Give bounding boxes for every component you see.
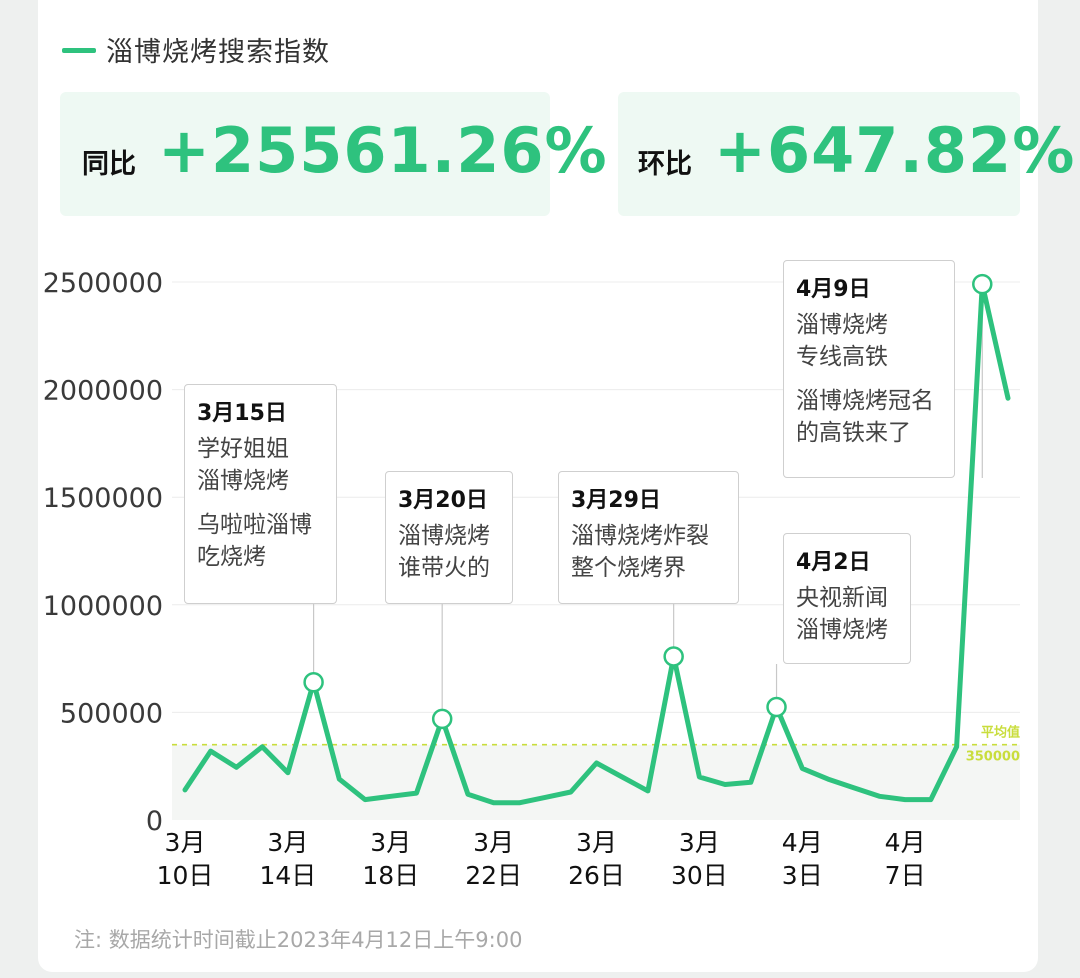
x-tick-label: 26日 <box>568 861 625 890</box>
x-tick-label: 3月 <box>267 828 308 857</box>
x-tick-label: 3月 <box>576 828 617 857</box>
mom-stat-box: 环比 +647.82% <box>618 92 1074 216</box>
callout-text: 淄博烧烤 专线高铁 <box>796 312 888 370</box>
annotation-callout: 4月9日淄博烧烤 专线高铁 淄博烧烤冠名 的高铁来了 <box>783 260 955 478</box>
callout-date: 4月2日 <box>796 550 871 575</box>
x-tick-label: 14日 <box>259 861 316 890</box>
mom-label: 环比 <box>638 149 692 180</box>
callout-text: 淄博烧烤炸裂 整个烧烤界 <box>571 523 709 581</box>
x-tick-label: 7日 <box>885 861 926 890</box>
legend-label: 淄博烧烤搜索指数 <box>106 37 330 68</box>
x-tick-label: 3月 <box>473 828 514 857</box>
yoy-value: +25561.26% <box>158 114 608 187</box>
callout-text: 央视新闻 淄博烧烤 <box>796 585 888 643</box>
data-point-marker <box>972 273 993 295</box>
x-tick-label: 3日 <box>782 861 823 890</box>
annotation-callout: 3月29日淄博烧烤炸裂 整个烧烤界 <box>558 471 739 604</box>
series-line <box>182 281 1011 806</box>
yoy-stat-box: 同比 +25561.26% <box>60 92 607 216</box>
callout-date: 3月15日 <box>197 401 287 426</box>
callout-date: 3月20日 <box>398 488 488 513</box>
annotation-callout: 4月2日央视新闻 淄博烧烤 <box>783 533 911 664</box>
average-label: 平均值 <box>981 725 1020 741</box>
y-tick-label: 0 <box>146 806 163 837</box>
y-tick-label: 500000 <box>60 698 163 729</box>
x-tick-label: 30日 <box>671 861 728 890</box>
x-tick-label: 3月 <box>679 828 720 857</box>
x-tick-label: 3月 <box>370 828 411 857</box>
y-tick-label: 1000000 <box>43 591 163 622</box>
annotation-callout: 3月20日淄博烧烤 谁带火的 <box>385 471 513 604</box>
callout-text: 乌啦啦淄博 吃烧烤 <box>197 512 312 570</box>
data-point-marker <box>766 696 787 718</box>
callout-text: 淄博烧烤 谁带火的 <box>398 523 490 581</box>
callout-text: 学好姐姐 淄博烧烤 <box>197 436 289 494</box>
footnote: 注: 数据统计时间截止2023年4月12日上午9:00 <box>74 928 523 952</box>
y-tick-label: 2500000 <box>43 268 163 299</box>
callout-date: 4月9日 <box>796 277 871 302</box>
x-tick-label: 3月 <box>165 828 206 857</box>
y-tick-label: 2000000 <box>43 376 163 407</box>
data-point-marker <box>303 672 324 693</box>
x-tick-label: 22日 <box>465 861 522 890</box>
x-tick-label: 18日 <box>362 861 419 890</box>
average-value-label: 350000 <box>966 750 1020 765</box>
x-tick-label: 4月 <box>782 828 823 857</box>
data-point-marker <box>431 708 453 730</box>
y-tick-label: 1500000 <box>43 483 163 514</box>
x-tick-label: 10日 <box>157 861 214 890</box>
callout-text: 淄博烧烤冠名 的高铁来了 <box>796 388 934 446</box>
data-point-marker <box>663 646 684 667</box>
yoy-label: 同比 <box>82 149 136 180</box>
annotation-callout: 3月15日学好姐姐 淄博烧烤 乌啦啦淄博 吃烧烤 <box>184 384 337 604</box>
below-average-band <box>172 744 1020 820</box>
mom-value: +647.82% <box>714 114 1076 187</box>
callout-date: 3月29日 <box>571 488 661 513</box>
legend-swatch <box>62 48 96 53</box>
x-tick-label: 4月 <box>885 828 926 857</box>
